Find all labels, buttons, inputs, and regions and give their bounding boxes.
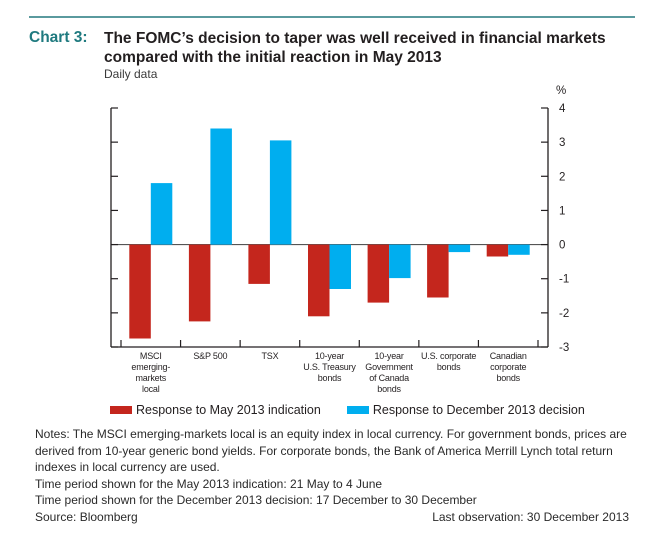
legend-label-may: Response to May 2013 indication <box>136 403 321 417</box>
y-tick-label: 2 <box>559 171 565 183</box>
header-rule <box>29 16 635 18</box>
y-tick-label: -1 <box>559 274 569 286</box>
x-tick-label: 10-year Government of Canada bonds <box>365 351 413 394</box>
y-axis-unit-label: % <box>556 85 566 97</box>
chart-number: Chart 3: <box>29 29 88 46</box>
notes-period-dec: Time period shown for the December 2013 … <box>35 493 477 507</box>
notes-period-may: Time period shown for the May 2013 indic… <box>35 476 383 491</box>
bar-dec-5 <box>448 244 471 253</box>
bar-dec-0 <box>150 183 173 245</box>
y-tick-label: 1 <box>559 205 565 217</box>
bar-dec-2 <box>269 140 292 245</box>
source: Source: Bloomberg <box>35 510 138 524</box>
y-tick-label: -2 <box>559 308 569 320</box>
bar-dec-6 <box>508 244 530 255</box>
ticks: 4 3 2 1 0 -1 -2 -3 <box>111 103 569 354</box>
bar-chart: 4 3 2 1 0 -1 -2 -3 % <box>110 85 569 354</box>
bar-dec-1 <box>210 128 232 245</box>
bars <box>129 128 530 339</box>
last-observation: Last observation: 30 December 2013 <box>432 510 629 524</box>
x-tick-label: S&P 500 <box>193 351 228 361</box>
x-tick-label: TSX <box>261 351 279 361</box>
bar-may-3 <box>308 244 330 317</box>
notes-text: Notes: The MSCI emerging-markets local i… <box>35 427 627 474</box>
bar-may-4 <box>367 244 390 303</box>
bar-may-6 <box>486 244 509 257</box>
legend-swatch-may <box>110 406 132 414</box>
bar-may-1 <box>188 244 211 322</box>
bar-may-2 <box>248 244 270 284</box>
y-tick-label: 4 <box>559 103 566 115</box>
legend-swatch-dec <box>346 406 369 414</box>
notes: Notes: The MSCI emerging-markets local i… <box>35 426 655 509</box>
chart-subtitle: Daily data <box>104 67 158 81</box>
bar-dec-4 <box>389 244 411 279</box>
bar-dec-3 <box>329 244 351 289</box>
legend: Response to May 2013 indication Response… <box>110 403 611 417</box>
x-tick-label: Canadian corporate bonds <box>489 351 527 383</box>
legend-item-may: Response to May 2013 indication <box>110 403 321 417</box>
legend-item-dec: Response to December 2013 decision <box>346 403 585 417</box>
bar-may-0 <box>129 244 151 339</box>
x-tick-label: 10-year U.S. Treasury bonds <box>303 351 356 383</box>
y-tick-label: 0 <box>559 240 565 252</box>
y-tick-label: -3 <box>559 342 569 354</box>
bar-may-5 <box>427 244 449 298</box>
footer: Source: Bloomberg Last observation: 30 D… <box>35 510 629 524</box>
x-tick-label: U.S. corporate bonds <box>421 351 477 372</box>
axes <box>110 108 549 348</box>
legend-label-dec: Response to December 2013 decision <box>372 403 585 417</box>
x-tick-label: MSCI emerging-markets local <box>131 351 171 394</box>
chart-title: The FOMC’s decision to taper was well re… <box>104 30 606 66</box>
y-tick-label: 3 <box>559 137 565 149</box>
